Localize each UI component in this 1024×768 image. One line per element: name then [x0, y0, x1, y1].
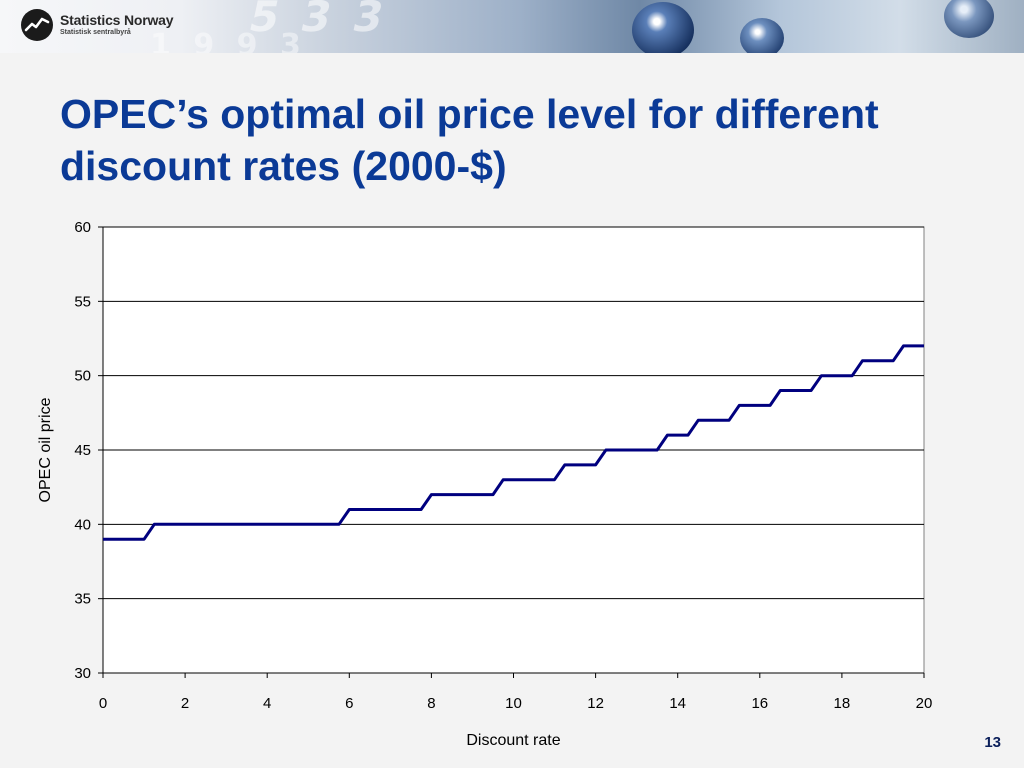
- y-axis-label: OPEC oil price: [37, 397, 54, 502]
- banner-orb-decoration: [944, 0, 994, 38]
- banner-orb-decoration: [740, 18, 784, 53]
- statistics-norway-logo: Statistics Norway Statistisk sentralbyrå: [20, 8, 174, 42]
- y-tick-label: 45: [74, 442, 91, 459]
- x-tick-label: 8: [427, 695, 435, 712]
- y-tick-label: 30: [74, 665, 91, 682]
- x-tick-label: 10: [505, 695, 522, 712]
- y-tick-label: 55: [74, 293, 91, 310]
- logo-subtitle: Statistisk sentralbyrå: [60, 29, 131, 36]
- slide-title: OPEC’s optimal oil price level for diffe…: [60, 91, 879, 189]
- page-number: 13: [984, 734, 1001, 751]
- x-tick-label: 4: [263, 695, 271, 712]
- banner-decoration-2: 1 9 9 3: [150, 28, 307, 53]
- price-series-line: [103, 344, 924, 541]
- x-tick-label: 6: [345, 695, 353, 712]
- logo-name: Statistics Norway: [60, 12, 174, 28]
- x-axis-label: Discount rate: [466, 732, 560, 749]
- x-tick-label: 12: [587, 695, 604, 712]
- x-tick-label: 18: [834, 695, 851, 712]
- banner-orb-decoration: [632, 2, 694, 53]
- y-tick-label: 40: [74, 516, 91, 533]
- x-tick-label: 20: [916, 695, 933, 712]
- x-tick-label: 0: [99, 695, 107, 712]
- x-tick-label: 2: [181, 695, 189, 712]
- x-tick-label: 14: [669, 695, 686, 712]
- y-tick-label: 50: [74, 368, 91, 385]
- x-tick-label: 16: [751, 695, 768, 712]
- y-tick-label: 60: [74, 219, 91, 236]
- logo-icon: [21, 9, 53, 41]
- y-tick-label: 35: [74, 591, 91, 608]
- header-banner: 5 3 3 1 9 9 3 Statistics Norway Statisti…: [0, 0, 1024, 53]
